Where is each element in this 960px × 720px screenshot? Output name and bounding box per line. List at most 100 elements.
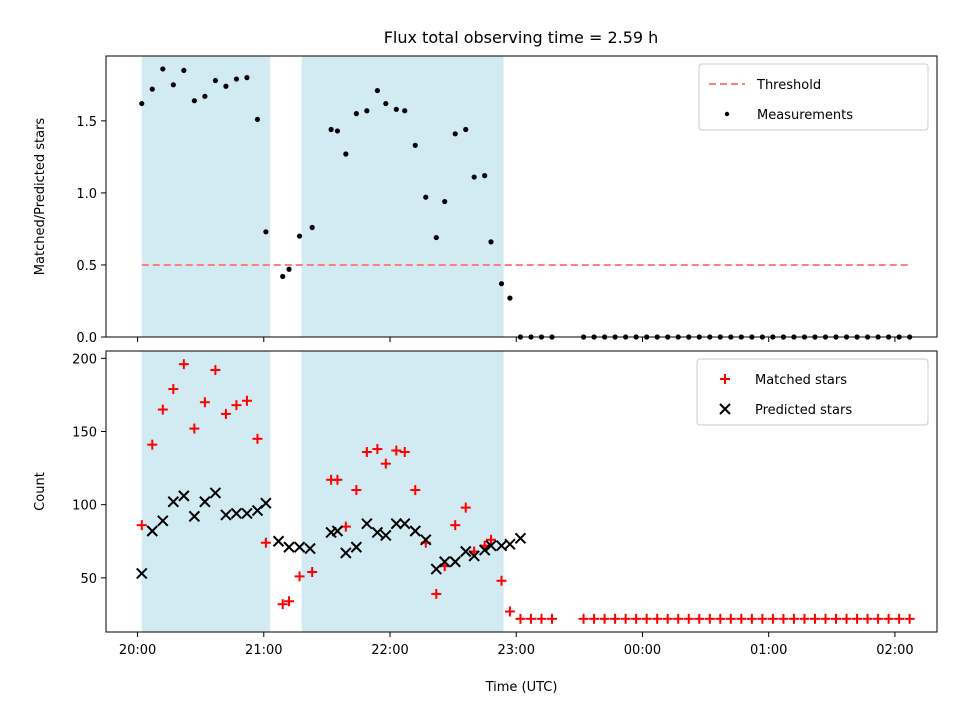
predicted-star-point [241,507,253,520]
measurement-point [280,273,286,280]
legend-label: Threshold [756,78,821,93]
matched-star-point [189,423,200,434]
measurement-point [463,126,469,133]
y-tick-label: 0.5 [76,259,97,274]
y-tick-label: 100 [72,499,97,514]
matched-star-point [736,613,747,624]
measurement-point [364,108,370,114]
measurement-point [452,131,458,137]
matched-star-point [652,613,663,624]
matched-star-point [904,613,915,624]
matched-star-point [231,400,242,411]
shaded-interval-1 [141,56,271,337]
matched-star-point [399,446,410,457]
matched-star-point [450,520,461,531]
bottom-panel: 50 100 150 200 20:00 21:00 22:00 23:00 00:00 01:0… [33,350,938,695]
legend-swatch-predicted [719,403,731,415]
matched-star-point [641,613,652,624]
matched-star-point [536,613,547,624]
measurement-point [334,128,341,134]
predicted-star-point [514,532,527,545]
measurement-point [412,142,418,148]
predicted-star-point [272,535,285,547]
shaded-interval-2 [301,56,504,337]
predicted-star-point [304,542,316,555]
predicted-star-point [331,525,344,537]
matched-star-point [757,613,768,624]
predicted-star-point [439,556,451,568]
legend-label: Matched stars [755,373,847,388]
matched-star-point [873,613,884,624]
measurement-point [328,126,334,133]
matched-star-point [799,613,810,624]
matched-star-point [157,404,168,415]
matched-star-point [136,520,147,531]
matched-star-point [277,599,288,610]
y-tick-label: 200 [72,352,97,367]
shaded-interval-1 [141,351,271,632]
axes-frame [105,350,938,633]
measurement-point [402,108,408,114]
measurement-point [442,198,448,205]
measurement-point [160,66,166,72]
matched-star-point [210,365,221,376]
predicted-star-point [350,541,363,553]
measurement-point [374,87,380,94]
predicted-star-point [260,497,272,509]
predicted-star-point [230,507,243,520]
y-tick-label: 1.0 [76,187,97,202]
shaded-interval-2 [301,351,504,632]
matched-star-point [380,458,391,469]
predicted-star-point [178,490,190,502]
predicted-star-point [478,544,491,556]
legend-item: Threshold [709,78,821,93]
matched-star-point [599,613,610,624]
matched-star-point [431,588,442,599]
matched-star-point [504,606,515,617]
predicted-star-point [136,567,148,580]
matched-star-point [351,485,362,496]
matched-star-point [610,613,621,624]
matched-star-point [515,613,526,624]
predicted-star-point [504,538,516,550]
matched-star-point [620,613,631,624]
predicted-star-point [460,545,472,558]
measurement-point [139,100,145,107]
matched-star-point [662,613,673,624]
matched-star-point [168,384,179,395]
predicted-star-point [167,496,180,508]
matched-star-point [525,613,536,624]
legend-item: Predicted stars [719,403,852,418]
matched-star-point [778,613,789,624]
matched-star-point [673,613,684,624]
measurement-point [383,100,389,107]
predicted-star-point [485,539,497,552]
measurement-point [353,111,359,117]
predicted-star-point [157,515,169,527]
matched-star-point [831,613,842,624]
matched-star-point [852,613,863,624]
matched-star-point [220,408,231,419]
matched-star-point [391,445,402,456]
legend: Matched stars Predicted stars [696,358,929,426]
matched-star-point [372,444,383,455]
y-axis-label: Matched/Predicted stars [33,118,48,276]
measurement-point [507,295,513,301]
measurement-point [191,98,197,104]
matched-star-point [694,613,705,624]
predicted-star-point [409,525,421,537]
x-tick-label: 21:00 [245,643,282,658]
matched-star-point [788,613,799,624]
matched-star-point [332,474,343,485]
predicted-star-point [199,496,211,508]
matched-star-point [746,613,757,624]
predicted-star-point [468,550,480,562]
chart-title: Flux total observing time = 2.59 h [384,28,659,47]
x-tick-label: 00:00 [624,643,661,658]
measurement-point [286,266,292,272]
measurement-point [233,76,240,82]
measurement-point [223,83,229,89]
matched-star-point [260,537,271,548]
matched-star-point [725,613,736,624]
predicted-star-point [340,547,352,559]
